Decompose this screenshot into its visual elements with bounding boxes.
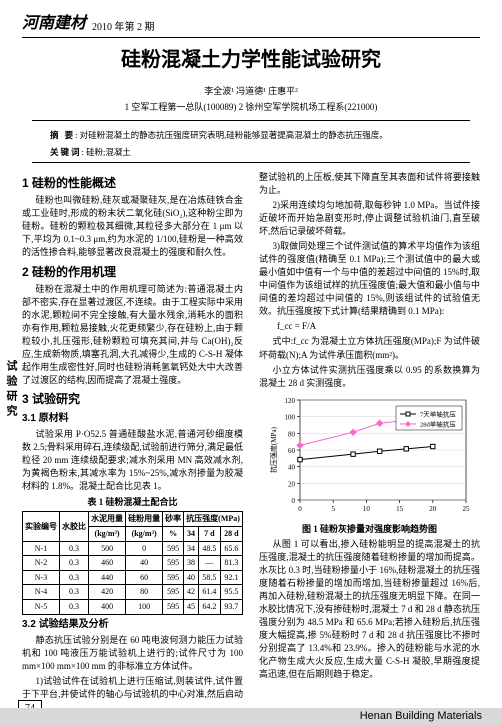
table-row: N-50.34001005954564.293.7 (23, 600, 243, 615)
keywords: 关键词: 硅粉;混凝土 (50, 146, 470, 158)
table1-caption: 表 1 硅粉混凝土配合比 (22, 496, 243, 509)
page: 试验研究 河南建材 2010 年第 2 期 硅粉混凝土力学性能试验研究 李全波¹… (0, 0, 502, 726)
svg-text:7天单轴抗压: 7天单轴抗压 (420, 409, 456, 418)
table-row: N-20.34604059538—81.3 (23, 556, 243, 571)
table-row: N-40.3420805954261.495.5 (23, 585, 243, 600)
abstract-text: 对硅粉混凝土的静态抗压强度研究表明,硅粉能够显著提高混凝土的静态抗压强度。 (80, 130, 388, 140)
para: 式中:f_cc 为混凝土立方体抗压强度(MPa);F 为试件破坏荷载(N);A … (259, 335, 480, 361)
svg-text:120: 120 (284, 397, 295, 405)
page-header: 河南建材 2010 年第 2 期 (22, 12, 480, 38)
svg-text:5: 5 (331, 505, 335, 513)
rule-top (32, 120, 470, 121)
authors: 李全波¹ 冯道德¹ 庄惠平² (22, 85, 480, 98)
gutter-label: 试验研究 (4, 360, 18, 420)
article-title: 硅粉混凝土力学性能试验研究 (22, 46, 480, 75)
abstract: 摘 要: 对硅粉混凝土的静态抗压强度研究表明,硅粉能够显著提高混凝土的静态抗压强… (50, 129, 470, 141)
para: 2)采用连续均匀地加荷,取每秒钟 1.0 MPa。当试件接近破坏而开始急剧变形时… (259, 199, 480, 238)
h-section-2: 2 硅粉的作用机理 (22, 264, 243, 281)
svg-text:20: 20 (288, 480, 296, 488)
table-row: N-10.350005953448.565.6 (23, 541, 243, 556)
h-section-1: 1 硅粉的性能概述 (22, 175, 243, 192)
abstract-label: 摘 要 (50, 130, 75, 140)
svg-text:0: 0 (291, 497, 295, 505)
figure-1-caption: 图 1 硅粉灰掺量对强度影响趋势图 (259, 523, 480, 536)
svg-text:60: 60 (288, 447, 296, 455)
issue: 2010 年第 2 期 (92, 21, 155, 36)
para: 整试验机的上压板,使其下降直至其表面和试件将要接触为止。 (259, 171, 480, 197)
table1: 实验编号 水胶比 水泥用量 硅粉用量 砂率 抗压强度(MPa) (kg/m³) … (22, 511, 243, 614)
footer-text: Henan Building Materials (360, 709, 482, 725)
svg-text:15: 15 (396, 505, 404, 513)
two-column-body: 1 硅粉的性能概述 硅粉也叫微硅粉,硅灰或凝聚硅灰,是在冶炼硅铁合金或工业硅时,… (22, 171, 480, 717)
keywords-label: 关键词 (50, 147, 82, 157)
svg-text:抗压强度(MPa): 抗压强度(MPa) (269, 426, 278, 473)
para: 静态抗压试验分别是在 60 吨电波何测力能压力试验机和 100 吨液压万能试验机… (22, 634, 243, 673)
h-subsection-31: 3.1 原材料 (22, 412, 243, 427)
figure-1-chart: 0 20 40 60 80 100 120 0 5 10 15 20 25 抗压强度(MPa) 7天单轴抗压… (266, 392, 474, 520)
journal-name: 河南建材 (22, 12, 86, 35)
footer-bar: Henan Building Materials (0, 708, 502, 726)
svg-text:20: 20 (429, 505, 437, 513)
formula: f_cc = F/A (259, 320, 480, 333)
svg-text:28d单轴抗压: 28d单轴抗压 (420, 419, 456, 428)
para: 从图 1 可以看出,掺入硅粉能明显的提高混凝土的抗压强度,混凝土的抗压强度随着硅… (259, 538, 480, 682)
left-column: 1 硅粉的性能概述 硅粉也叫微硅粉,硅灰或凝聚硅灰,是在冶炼硅铁合金或工业硅时,… (22, 171, 243, 717)
para: 小立方体试件实测抗压强度乘以 0.95 的系数换算为混凝土 28 d 实测强度。 (259, 364, 480, 390)
table-row: N-30.3440605954058.592.1 (23, 570, 243, 585)
para: 硅粉也叫微硅粉,硅灰或凝聚硅灰,是在冶炼硅铁合金或工业硅时,形成的粉末状二氧化硅… (22, 194, 243, 259)
svg-text:100: 100 (284, 413, 295, 421)
para: 试验采用 P·O52.5 普通硅酸盐水泥,普通河砂细度模数 2.5;骨料采用碎石… (22, 428, 243, 493)
affiliations: 1 空军工程第一总队(100089) 2 徐州空军学院机场工程系(221000) (22, 101, 480, 114)
table-header-row: 实验编号 水胶比 水泥用量 硅粉用量 砂率 抗压强度(MPa) (23, 512, 243, 527)
h-subsection-32: 3.2 试验结果及分析 (22, 618, 243, 633)
svg-text:10: 10 (362, 505, 370, 513)
h-section-3: 3 试验研究 (22, 391, 243, 408)
svg-text:80: 80 (288, 430, 296, 438)
svg-text:40: 40 (288, 463, 296, 471)
svg-text:25: 25 (462, 505, 470, 513)
right-column: 整试验机的上压板,使其下降直至其表面和试件将要接触为止。 2)采用连续均匀地加荷… (259, 171, 480, 717)
svg-text:0: 0 (298, 505, 302, 513)
para: 硅粉在混凝土中的作用机理可简述为:普通混凝土内部不密实,存在显著过渡区,不连续。… (22, 283, 243, 387)
para: 3)取做同处理三个试件测试值的算术平均值作为该组试件的强度值(精确至 0.1 M… (259, 240, 480, 318)
keywords-text: 硅粉;混凝土 (86, 147, 131, 157)
rule-bottom (32, 162, 470, 163)
